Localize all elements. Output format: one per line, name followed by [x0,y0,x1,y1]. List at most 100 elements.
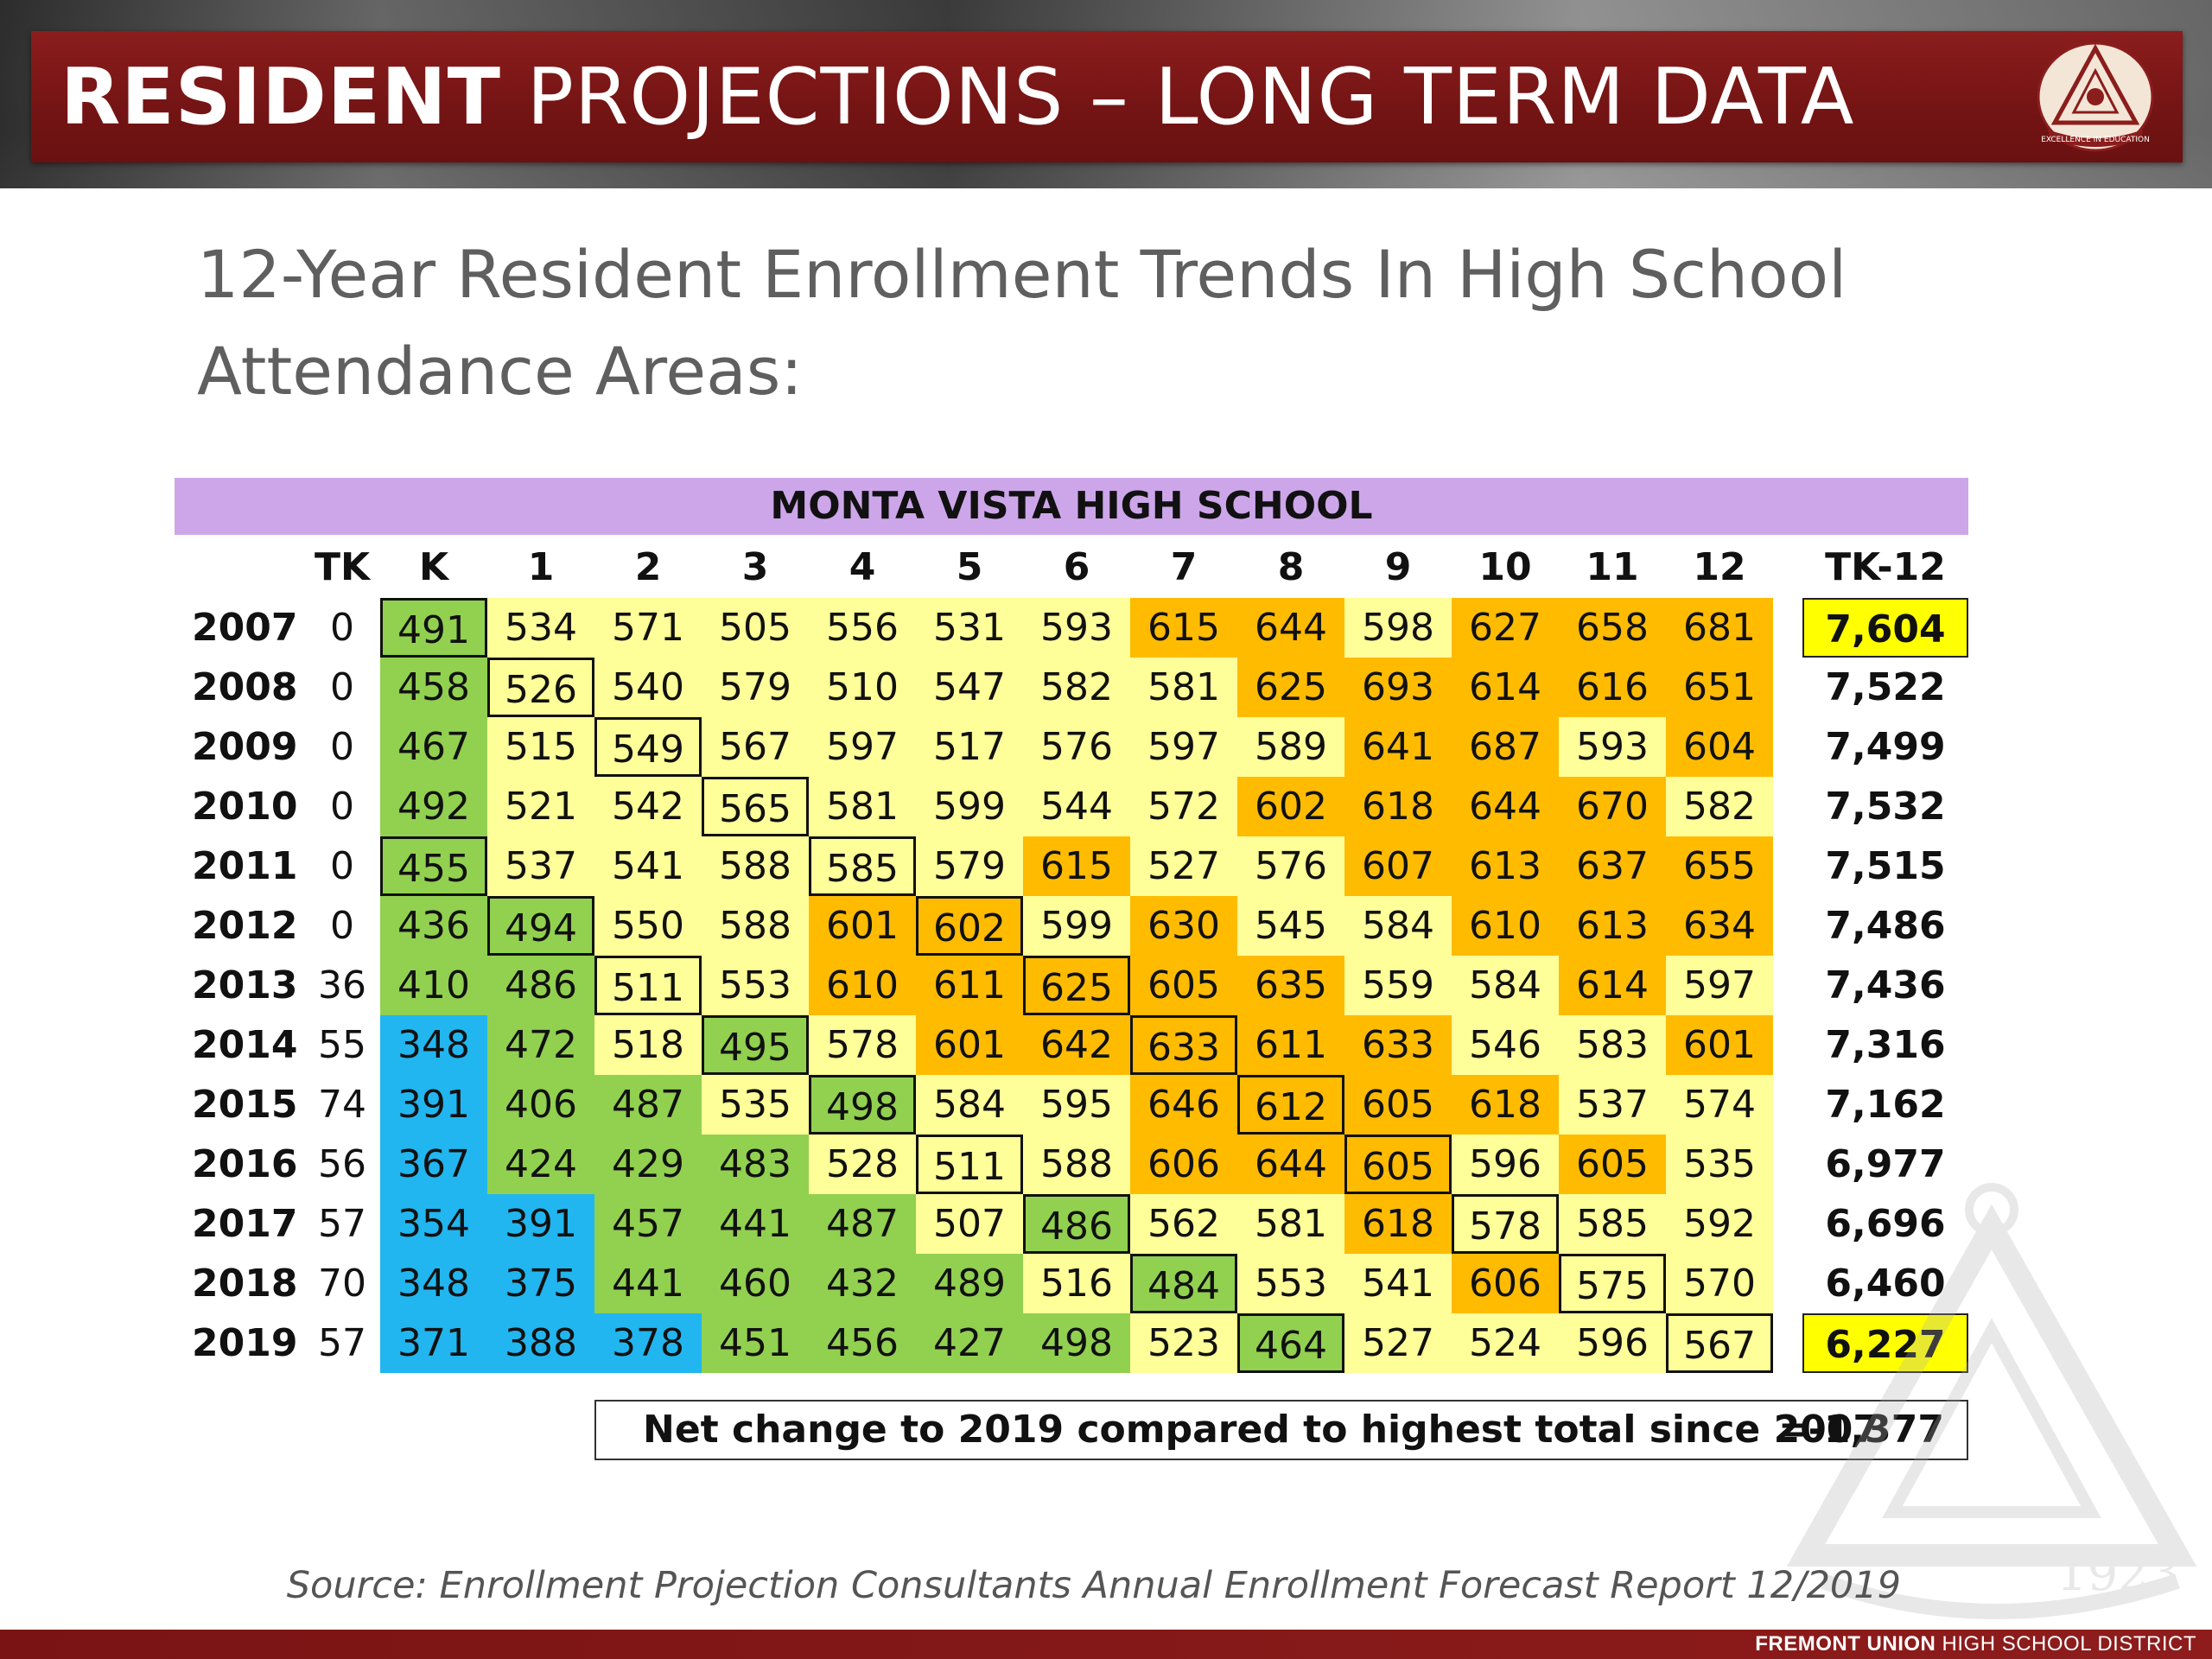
table-cell: 651 [1666,658,1773,717]
table-cell: 57 [318,1202,366,1246]
row-total: 6,696 [1825,1202,1946,1246]
row-total: 7,499 [1825,725,1946,769]
table-cell: 546 [1452,1015,1559,1075]
footer-district-name: FREMONT UNION HIGH SCHOOL DISTRICT [1755,1632,2196,1656]
table-cell: 578 [809,1015,916,1075]
column-header: 3 [741,545,769,589]
table-cell: 588 [702,836,809,896]
table-cell: 644 [1237,598,1344,658]
column-header: TK [314,545,371,589]
table-cell: 540 [594,658,702,717]
table-cell: 457 [594,1194,702,1254]
table-cell: 0 [330,725,354,769]
table-cell: 601 [809,896,916,956]
table-cell: 0 [330,606,354,650]
table-cell: 588 [1023,1135,1130,1194]
table-cell: 644 [1237,1135,1344,1194]
table-cell: 592 [1666,1194,1773,1254]
table-cell: 602 [1237,777,1344,836]
table-cell: 467 [380,717,487,777]
table-cell: 613 [1452,836,1559,896]
table-cell: 582 [1023,658,1130,717]
table-cell: 611 [916,956,1023,1015]
title-bar [31,31,2183,162]
table-cell: 378 [594,1313,702,1373]
table-cell: 618 [1344,1194,1452,1254]
table-cell: 606 [1452,1254,1559,1313]
table-cell: 567 [702,717,809,777]
table-cell: 549 [594,717,702,777]
row-year: 2008 [192,665,298,709]
net-change-value: -1,377 [1808,1408,1944,1452]
table-cell: 605 [1344,1135,1452,1194]
row-total: 6,460 [1825,1262,1946,1306]
table-cell: 518 [594,1015,702,1075]
table-cell: 625 [1023,956,1130,1015]
table-cell: 634 [1666,896,1773,956]
table-cell: 559 [1344,956,1452,1015]
row-year: 2015 [192,1083,298,1127]
table-cell: 579 [702,658,809,717]
column-header: 4 [849,545,876,589]
table-cell: 464 [1237,1313,1344,1373]
table-cell: 348 [380,1015,487,1075]
table-cell: 511 [916,1135,1023,1194]
table-cell: 614 [1452,658,1559,717]
column-header: 1 [527,545,555,589]
table-cell: 516 [1023,1254,1130,1313]
row-year: 2016 [192,1142,298,1186]
table-cell: 604 [1666,717,1773,777]
row-total: 7,162 [1825,1083,1946,1127]
table-cell: 354 [380,1194,487,1254]
table-cell: 517 [916,717,1023,777]
table-cell: 410 [380,956,487,1015]
table-cell: 542 [594,777,702,836]
table-cell: 505 [702,598,809,658]
table-cell: 375 [487,1254,594,1313]
table-cell: 531 [916,598,1023,658]
table-cell: 641 [1344,717,1452,777]
table-cell: 456 [809,1313,916,1373]
watermark-seal-icon: 1923 [1786,1183,2197,1619]
table-cell: 605 [1130,956,1237,1015]
table-cell: 578 [1452,1194,1559,1254]
net-change-box: Net change to 2019 compared to highest t… [594,1400,1968,1460]
table-cell: 406 [487,1075,594,1135]
table-cell: 56 [318,1142,366,1186]
row-year: 2009 [192,725,298,769]
slide-subtitle: 12-Year Resident Enrollment Trends In Hi… [197,236,1847,410]
table-cell: 494 [487,896,594,956]
table-cell: 562 [1130,1194,1237,1254]
table-cell: 618 [1344,777,1452,836]
table-cell: 451 [702,1313,809,1373]
table-cell: 510 [809,658,916,717]
table-cell: 581 [809,777,916,836]
table-cell: 646 [1130,1075,1237,1135]
table-cell: 458 [380,658,487,717]
table-cell: 498 [809,1075,916,1135]
table-cell: 523 [1130,1313,1237,1373]
column-header: 9 [1384,545,1412,589]
table-cell: 455 [380,836,487,896]
table-cell: 581 [1130,658,1237,717]
table-cell: 614 [1559,956,1666,1015]
svg-text:EXCELLENCE IN EDUCATION: EXCELLENCE IN EDUCATION [2041,136,2150,144]
table-cell: 575 [1559,1254,1666,1313]
table-cell: 348 [380,1254,487,1313]
table-cell: 572 [1130,777,1237,836]
table-cell: 484 [1130,1254,1237,1313]
table-cell: 670 [1559,777,1666,836]
table-cell: 524 [1452,1313,1559,1373]
table-cell: 0 [330,844,354,888]
table-cell: 570 [1666,1254,1773,1313]
table-cell: 57 [318,1321,366,1365]
row-total: 6,977 [1825,1142,1946,1186]
column-header: K [418,545,449,589]
table-cell: 498 [1023,1313,1130,1373]
table-cell: 553 [702,956,809,1015]
table-cell: 658 [1559,598,1666,658]
table-cell: 483 [702,1135,809,1194]
district-seal-icon: EXCELLENCE IN EDUCATION [2037,41,2154,152]
table-cell: 584 [916,1075,1023,1135]
table-cell: 582 [1666,777,1773,836]
